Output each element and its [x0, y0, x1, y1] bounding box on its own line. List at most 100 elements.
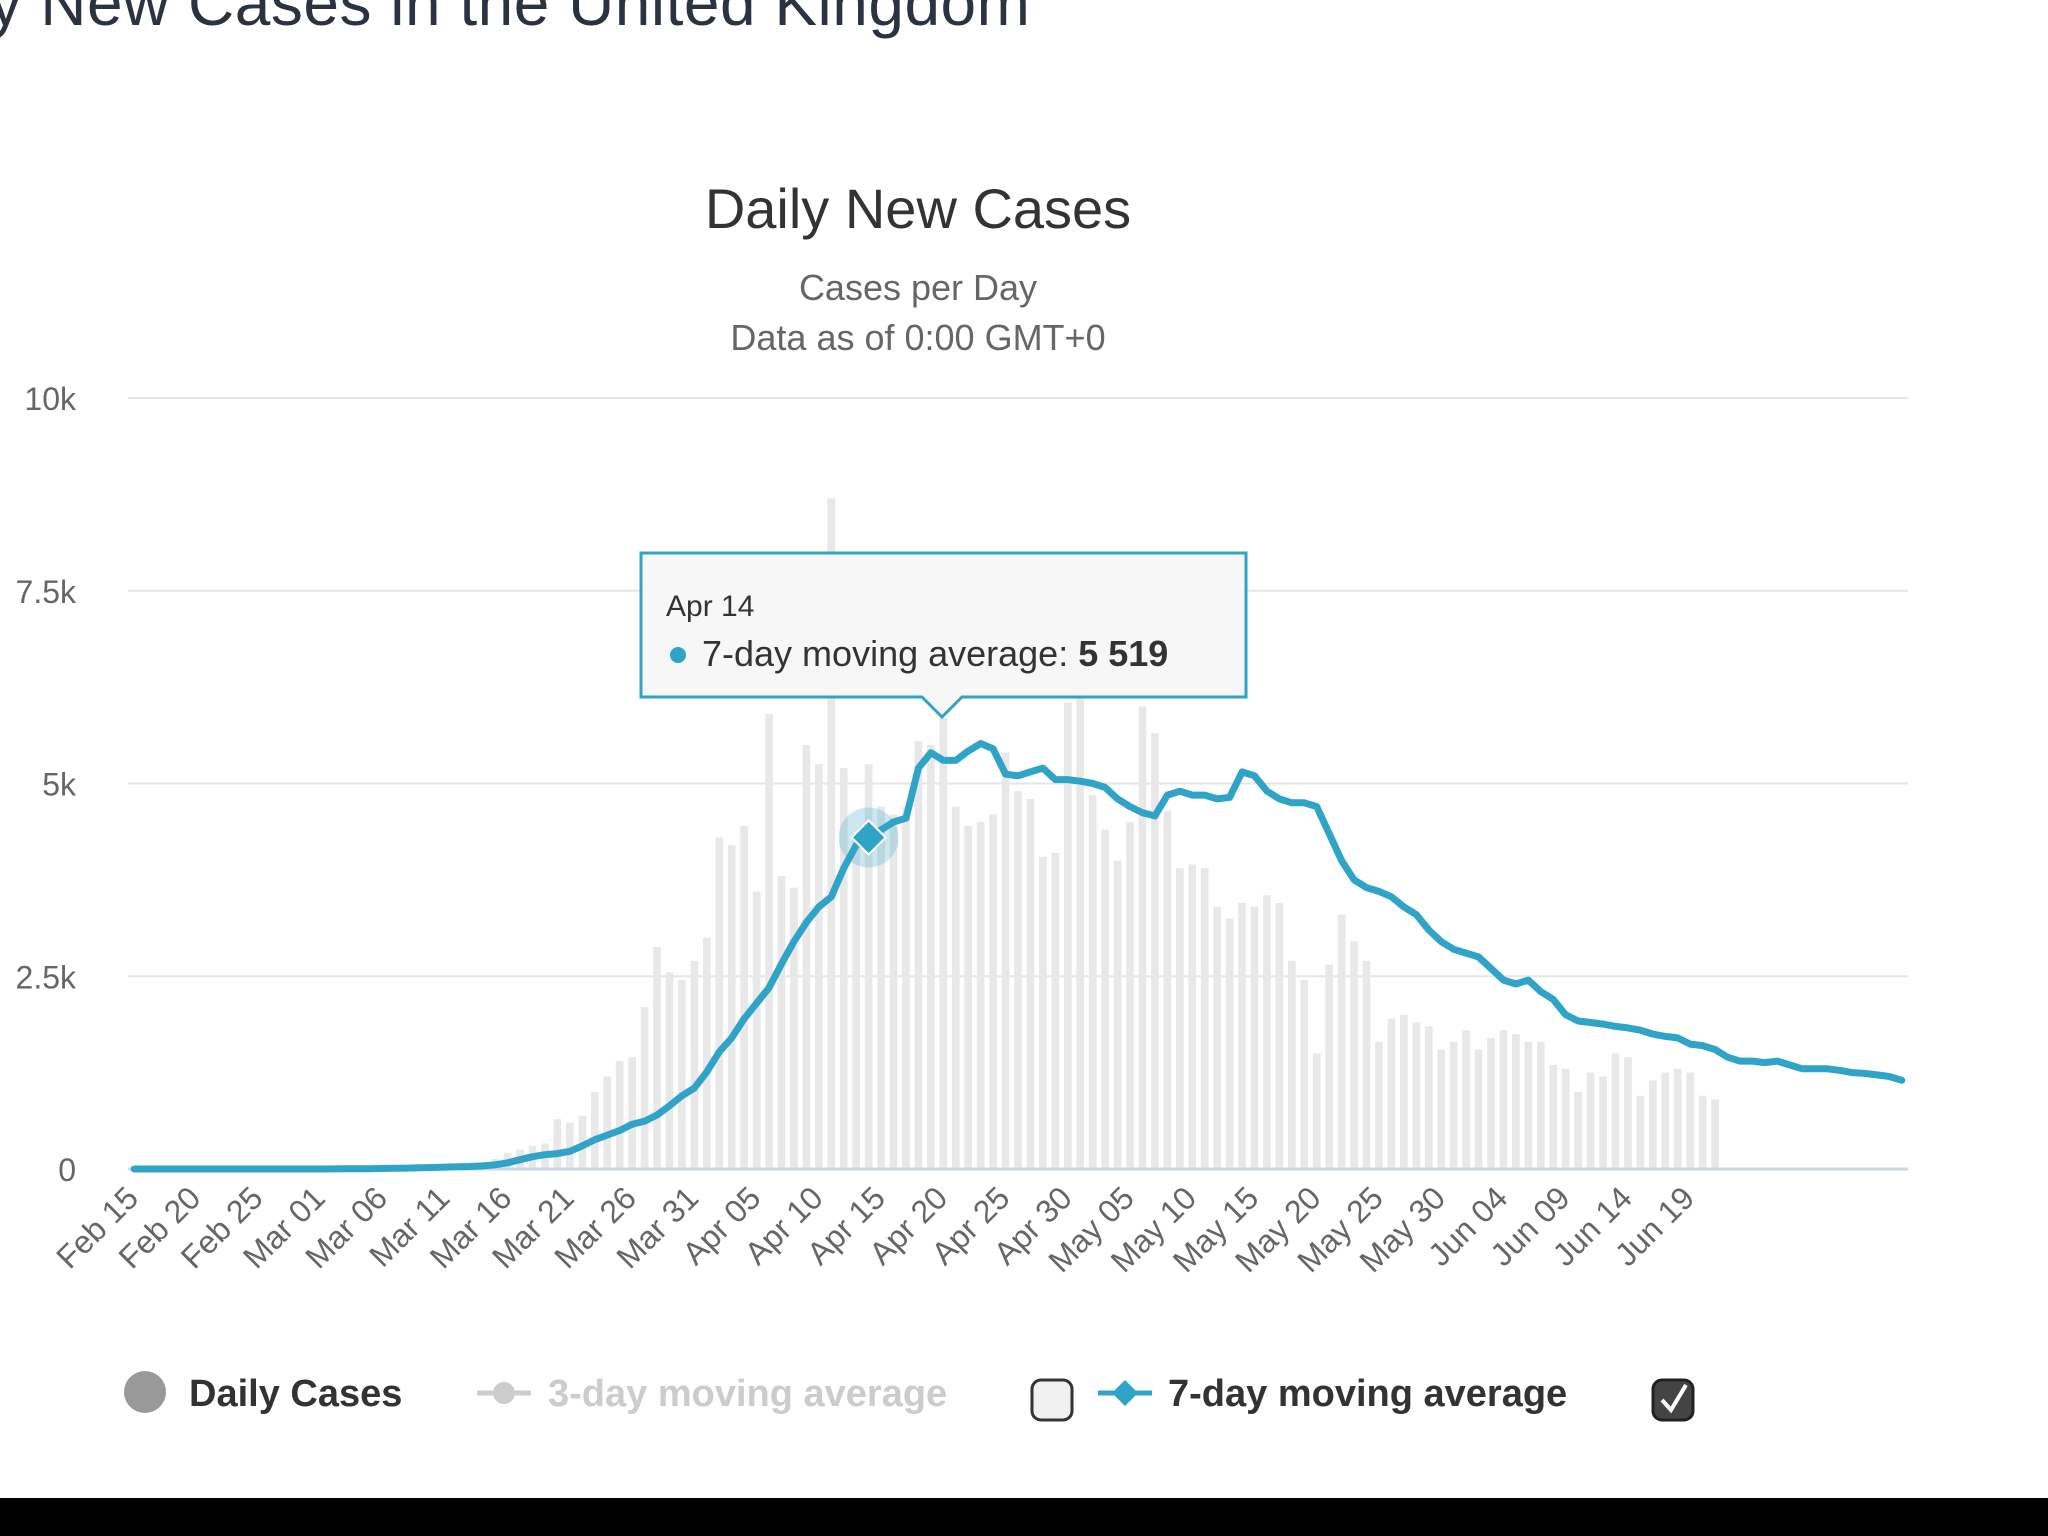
daily-cases-bar	[914, 741, 923, 1169]
daily-cases-bar	[777, 876, 786, 1169]
daily-cases-bar	[964, 825, 973, 1169]
daily-cases-bar	[1499, 1030, 1508, 1169]
daily-cases-bar	[1387, 1018, 1396, 1169]
tooltip-series-label: 7-day moving average:	[702, 633, 1078, 674]
hover-marker	[838, 807, 899, 868]
seven-day-average-line	[130, 740, 1906, 1173]
daily-cases-bar	[628, 1057, 636, 1169]
tooltip-series-dot	[670, 647, 686, 663]
daily-cases-bar	[927, 744, 935, 1169]
daily-cases-bar	[1437, 1049, 1446, 1169]
y-tick-label: 2.5k	[16, 959, 77, 995]
legend-marker-3-day-average	[493, 1382, 515, 1404]
daily-cases-bar	[1350, 941, 1358, 1169]
bottom-black-bar	[0, 1498, 2048, 1536]
daily-cases-bar	[989, 814, 997, 1169]
page-heading: ily New Cases in the United Kingdom	[0, 0, 1031, 39]
tooltip-line: 7-day moving average: 5 519	[702, 633, 1168, 674]
daily-cases-bar	[1400, 1014, 1408, 1169]
daily-cases-bar	[889, 814, 898, 1169]
y-axis-ticks: 0 2.5k 5k 7.5k 10k	[16, 381, 77, 1188]
daily-cases-bar	[1524, 1041, 1533, 1169]
daily-cases-bar	[553, 1119, 562, 1169]
daily-cases-bar	[678, 980, 686, 1169]
daily-cases-bar	[702, 937, 711, 1169]
daily-cases-bar	[1611, 1053, 1620, 1169]
daily-cases-bar	[839, 768, 848, 1169]
daily-cases-bar	[1101, 829, 1109, 1169]
legend-checkbox-3-day-average[interactable]	[1030, 1378, 1074, 1422]
daily-cases-bar	[1686, 1072, 1695, 1169]
daily-cases-bar	[1163, 810, 1172, 1169]
daily-cases-bar	[790, 887, 798, 1169]
daily-cases-bar	[715, 837, 724, 1169]
daily-cases-bar	[1138, 706, 1147, 1169]
legend-item-3-day-average[interactable]: 3-day moving average	[477, 1373, 1074, 1422]
daily-cases-bar	[1449, 1041, 1458, 1169]
tooltip-date: Apr 14	[666, 590, 754, 623]
daily-cases-bar	[727, 845, 736, 1169]
daily-cases-bar	[864, 764, 873, 1169]
daily-cases-bar	[1474, 1049, 1483, 1169]
daily-cases-bar	[1648, 1080, 1657, 1169]
daily-cases-bar	[1462, 1030, 1470, 1169]
daily-cases-bar	[1063, 702, 1072, 1169]
daily-cases-bar	[1661, 1072, 1670, 1169]
daily-cases-bar	[1026, 798, 1035, 1169]
daily-cases-bar	[1014, 791, 1022, 1169]
daily-cases-bar	[1175, 868, 1184, 1169]
y-tick-label: 0	[58, 1152, 76, 1188]
daily-cases-bar	[1424, 1026, 1433, 1169]
daily-cases-bar	[1300, 980, 1309, 1169]
daily-cases-bar	[640, 1007, 649, 1169]
daily-cases-bar	[1536, 1041, 1545, 1169]
daily-cases-bar	[1225, 918, 1234, 1169]
tooltip-box	[639, 551, 1248, 720]
daily-cases-bar	[1375, 1041, 1383, 1169]
legend-item-7-day-average[interactable]: 7-day moving average	[1098, 1373, 1695, 1422]
daily-cases-bar	[1263, 895, 1271, 1169]
daily-cases-bar	[653, 946, 661, 1169]
daily-cases-bar	[1088, 795, 1097, 1169]
daily-cases-bar	[1051, 852, 1060, 1169]
daily-cases-bar	[1512, 1034, 1520, 1169]
daily-cases-bar	[814, 764, 823, 1169]
daily-cases-bar	[1711, 1099, 1719, 1169]
y-tick-label: 5k	[42, 767, 77, 803]
legend-marker-7-day-average	[1112, 1380, 1138, 1406]
daily-cases-bar	[1599, 1076, 1607, 1169]
daily-cases-bar	[1200, 868, 1209, 1169]
daily-cases-bar	[1039, 856, 1047, 1169]
daily-cases-bar	[1636, 1095, 1645, 1169]
seven-day-average-series	[130, 740, 1906, 1173]
daily-cases-bar	[1275, 903, 1284, 1169]
hover-diamond-marker	[850, 819, 888, 856]
daily-cases-bar	[1362, 960, 1371, 1169]
daily-cases-bar	[1126, 822, 1134, 1169]
daily-cases-bar	[1624, 1057, 1632, 1169]
daily-cases-bar	[1076, 690, 1085, 1169]
daily-cases-bar	[1188, 864, 1197, 1169]
daily-cases-bar	[566, 1122, 574, 1169]
daily-cases-bar	[690, 960, 699, 1169]
daily-cases-bar	[827, 498, 836, 1170]
daily-cases-bar	[1238, 903, 1246, 1169]
daily-cases-bar	[877, 806, 885, 1169]
legend-item-daily-cases[interactable]: Daily Cases	[124, 1371, 402, 1415]
daily-cases-bar	[1412, 1022, 1421, 1169]
daily-cases-bar	[765, 714, 773, 1169]
legend-label-daily-cases: Daily Cases	[189, 1373, 402, 1415]
daily-cases-bar	[1312, 1053, 1321, 1169]
daily-cases-bar	[852, 833, 861, 1169]
daily-cases-bar	[1113, 860, 1122, 1169]
daily-cases-bar	[1698, 1095, 1707, 1169]
chart-title: Daily New Cases	[705, 177, 1131, 240]
tooltip-value: 5 519	[1078, 633, 1168, 674]
daily-cases-bar	[1487, 1037, 1495, 1169]
daily-cases-bar	[1213, 906, 1222, 1169]
tooltip: Apr 14 7-day moving average: 5 519	[639, 551, 1248, 720]
daily-cases-bar	[1574, 1091, 1582, 1169]
checkmark-icon	[1660, 1383, 1688, 1414]
daily-cases-bar	[1337, 914, 1346, 1169]
